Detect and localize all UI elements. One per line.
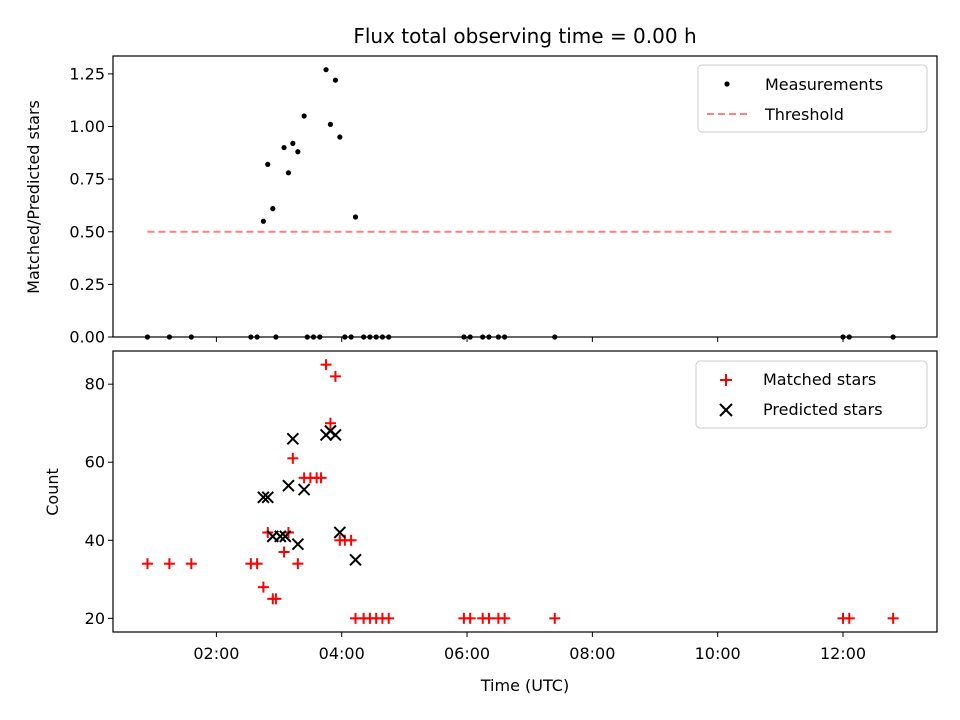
legend-measurements-marker <box>724 81 730 87</box>
bottom-x-tick-label: 06:00 <box>444 644 490 663</box>
bottom-y-tick-label: 60 <box>85 453 105 472</box>
bottom-x-tick-label: 08:00 <box>569 644 615 663</box>
top-y-tick-label: 1.25 <box>69 64 105 83</box>
measurement-point <box>290 140 296 146</box>
matched-stars-point <box>292 558 304 570</box>
bottom-y-tick-label: 80 <box>85 375 105 394</box>
measurement-point <box>285 170 292 176</box>
top-legend: Measurements Threshold <box>697 64 928 133</box>
bottom-x-axis-label: Time (UTC) <box>480 676 569 695</box>
measurement-point <box>352 214 359 220</box>
predicted-stars-point <box>349 553 362 567</box>
predicted-stars-point <box>261 491 274 504</box>
matched-stars-point <box>320 359 332 371</box>
predicted-stars-point <box>297 483 311 496</box>
predicted-stars-point <box>291 537 305 551</box>
legend-predicted-marker <box>719 403 733 417</box>
legend-matched-marker <box>720 374 732 386</box>
measurement-point <box>301 113 307 119</box>
predicted-x-b <box>279 530 292 543</box>
predicted-x-b <box>333 526 347 539</box>
matched-stars-point <box>887 612 899 624</box>
matched-stars-point <box>315 472 327 484</box>
bottom-y-axis-label: Count <box>43 468 62 516</box>
measurement-point <box>327 121 334 128</box>
bottom-x-tick-label: 02:00 <box>193 644 239 663</box>
matched-stars-point <box>257 581 269 593</box>
measurement-point <box>265 161 271 168</box>
legend-matched-label: Matched stars <box>763 370 876 389</box>
predicted-x-b <box>349 553 362 567</box>
predicted-stars-point <box>257 491 270 504</box>
top-y-tick-label: 0.75 <box>69 170 105 189</box>
matched-stars-point <box>549 612 561 624</box>
predicted-x-b <box>286 432 300 446</box>
predicted-stars-point <box>279 530 292 543</box>
top-y-tick-label: 1.00 <box>69 117 105 136</box>
matched-stars-point <box>141 558 153 570</box>
predicted-stars-point <box>282 479 295 492</box>
matched-stars-point <box>464 612 476 624</box>
bottom-y-tick-label: 20 <box>85 609 105 628</box>
predicted-stars-point <box>333 526 347 539</box>
top-chart-title: Flux total observing time = 0.00 h <box>353 24 696 48</box>
predicted-x-b <box>282 479 295 492</box>
predicted-stars-point <box>286 432 300 446</box>
predicted-x-b <box>261 491 274 504</box>
top-y-tick-label: 0.50 <box>69 222 105 241</box>
predicted-x-b <box>257 491 270 504</box>
predicted-x-b <box>297 483 311 496</box>
top-legend-box <box>697 64 928 133</box>
matched-stars-point <box>270 593 282 605</box>
predicted-x-b <box>291 537 305 551</box>
matched-stars-point <box>163 558 175 570</box>
matched-stars-point <box>383 612 395 624</box>
measurement-point <box>260 218 266 224</box>
bottom-x-tick-label: 12:00 <box>820 644 866 663</box>
predicted-x-b <box>274 530 287 543</box>
matched-stars-point <box>843 612 855 624</box>
predicted-stars-point <box>274 530 287 543</box>
matched-stars-point <box>287 452 299 464</box>
bottom-legend: Matched stars Predicted stars <box>695 360 928 429</box>
measurement-point <box>323 67 329 73</box>
bottom-axes-frame <box>112 350 938 633</box>
measurement-point <box>332 77 339 83</box>
top-y-tick-label: 0.25 <box>69 275 105 294</box>
top-axes-frame <box>112 55 938 338</box>
measurement-point <box>270 206 276 212</box>
measurement-point <box>281 144 287 151</box>
matched-stars-point <box>251 558 263 570</box>
matched-stars-point <box>324 417 336 429</box>
legend-predicted-label: Predicted stars <box>763 400 883 419</box>
bottom-plot-area <box>141 359 899 624</box>
legend-measurements-label: Measurements <box>765 75 883 94</box>
bottom-legend-box <box>695 360 928 429</box>
matched-stars-point <box>329 370 341 382</box>
measurement-point <box>295 149 301 155</box>
predicted-stars-point <box>329 428 342 442</box>
matched-stars-point <box>278 546 290 558</box>
measurement-point <box>337 134 343 140</box>
predicted-x-b <box>329 428 342 442</box>
matched-stars-point <box>499 612 511 624</box>
bottom-x-tick-label: 10:00 <box>695 644 741 663</box>
matched-stars-point <box>483 612 495 624</box>
bottom-x-tick-label: 04:00 <box>319 644 365 663</box>
top-y-axis-label: Matched/Predicted stars <box>24 100 43 294</box>
bottom-y-tick-label: 40 <box>85 531 105 550</box>
matched-stars-point <box>185 558 197 570</box>
top-y-tick-label: 0.00 <box>69 328 105 347</box>
legend-threshold-label: Threshold <box>764 105 844 124</box>
matched-stars-point <box>345 534 357 546</box>
